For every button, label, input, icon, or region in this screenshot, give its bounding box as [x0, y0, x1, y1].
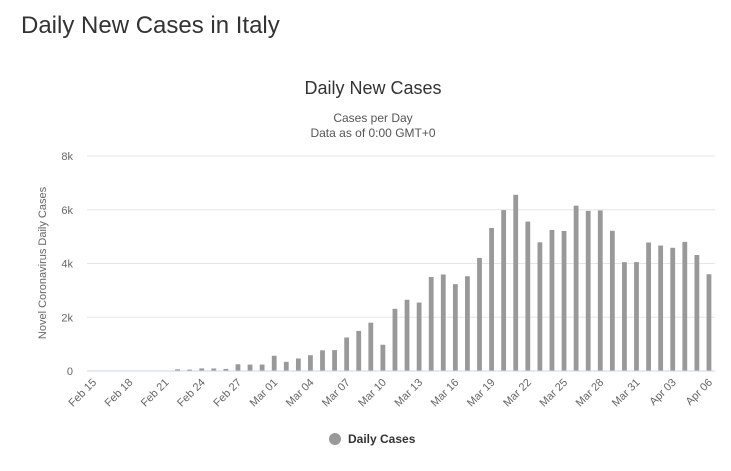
bar[interactable] — [646, 242, 651, 371]
x-tick-label: Mar 22 — [501, 377, 534, 410]
bar[interactable] — [259, 364, 265, 371]
y-axis-ticks: 0 2k 4k 6k 8k — [61, 151, 73, 378]
x-tick-label: Feb 21 — [139, 377, 172, 410]
y-tick-label: 0 — [67, 366, 73, 378]
x-tick-label: Mar 04 — [284, 377, 317, 410]
x-tick-label: Mar 25 — [537, 377, 570, 410]
x-tick-label: Mar 16 — [429, 377, 462, 410]
x-tick-label: Feb 24 — [175, 377, 208, 410]
bar[interactable] — [295, 358, 301, 371]
x-tick-label: Mar 13 — [393, 377, 426, 410]
bar[interactable] — [465, 276, 470, 371]
y-axis-title: Novel Coronavirus Daily Cases — [37, 186, 49, 339]
x-tick-label: Mar 10 — [356, 377, 389, 410]
x-tick-label: Mar 07 — [320, 377, 353, 410]
x-tick-label: Mar 28 — [574, 377, 607, 410]
chart-subtitle-line-1: Cases per Day — [333, 111, 412, 125]
bar[interactable] — [622, 262, 627, 371]
chart-subtitle-line-2: Data as of 0:00 GMT+0 — [310, 126, 435, 140]
legend-marker — [329, 433, 341, 445]
bar[interactable] — [199, 368, 205, 371]
bar[interactable] — [392, 308, 398, 371]
bar[interactable] — [356, 330, 362, 371]
x-tick-label: Feb 18 — [103, 377, 136, 410]
bar[interactable] — [428, 277, 434, 371]
x-tick-label: Mar 19 — [465, 377, 498, 410]
y-tick-label: 6k — [61, 205, 73, 217]
bar[interactable] — [223, 368, 229, 371]
bar[interactable] — [187, 369, 193, 371]
bar[interactable] — [609, 230, 615, 371]
legend-label[interactable]: Daily Cases — [348, 432, 416, 446]
bar[interactable] — [525, 221, 531, 371]
chart-title: Daily New Cases — [304, 78, 441, 98]
bar[interactable] — [489, 227, 494, 371]
bar[interactable] — [440, 274, 446, 371]
bar[interactable] — [682, 241, 688, 371]
y-tick-label: 8k — [61, 151, 73, 163]
x-tick-label: Mar 01 — [248, 377, 281, 410]
x-tick-label: Feb 15 — [66, 377, 99, 410]
bar[interactable] — [283, 361, 289, 371]
bar[interactable] — [452, 284, 458, 371]
x-axis-ticks: Feb 15 Feb 18 Feb 21 Feb 24 Feb 27 Mar 01 Mar … — [66, 377, 715, 410]
bar[interactable] — [404, 299, 410, 371]
bar[interactable] — [561, 230, 567, 371]
bar[interactable] — [175, 369, 180, 371]
x-tick-label: Apr 03 — [647, 377, 678, 408]
bar[interactable] — [537, 242, 543, 371]
bar[interactable] — [634, 262, 639, 371]
bar[interactable] — [573, 205, 579, 371]
bar[interactable] — [694, 255, 700, 371]
x-tick-label: Apr 06 — [684, 377, 715, 408]
bar[interactable] — [211, 368, 217, 371]
bar[interactable] — [706, 274, 712, 371]
bar[interactable] — [235, 364, 241, 371]
bar[interactable] — [513, 194, 519, 371]
bar[interactable] — [670, 247, 676, 371]
bar[interactable] — [247, 364, 253, 371]
bar[interactable] — [332, 350, 337, 371]
y-tick-label: 4k — [61, 259, 73, 271]
bar[interactable] — [477, 257, 482, 371]
page-heading: Daily New Cases in Italy — [21, 12, 280, 39]
x-tick-label: Feb 27 — [211, 377, 244, 410]
bar[interactable] — [368, 322, 374, 371]
bar[interactable] — [597, 210, 603, 371]
x-tick-label: Mar 31 — [610, 377, 643, 410]
bar[interactable] — [271, 355, 277, 371]
bar[interactable] — [549, 229, 555, 371]
bar[interactable] — [501, 210, 507, 371]
bars — [163, 194, 712, 371]
y-tick-label: 2k — [61, 312, 73, 324]
bar[interactable] — [344, 337, 350, 371]
gridlines — [87, 155, 715, 318]
bar[interactable] — [380, 344, 386, 371]
bar[interactable] — [308, 355, 313, 371]
bar[interactable] — [585, 210, 591, 371]
legend[interactable]: Daily Cases — [329, 432, 416, 446]
bar[interactable] — [320, 350, 325, 371]
bar[interactable] — [658, 245, 664, 371]
bar[interactable] — [416, 302, 422, 371]
